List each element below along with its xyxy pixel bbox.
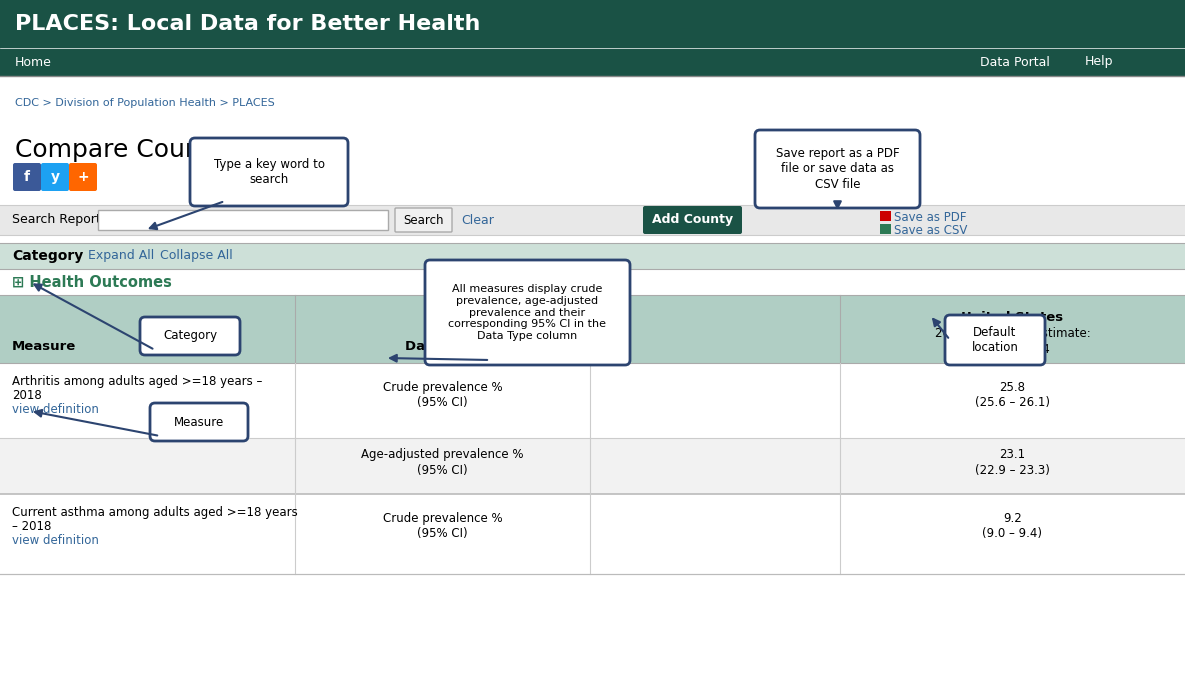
Bar xyxy=(0,48,1185,76)
FancyBboxPatch shape xyxy=(41,163,69,191)
Bar xyxy=(98,210,387,230)
Text: (22.9 – 23.3): (22.9 – 23.3) xyxy=(975,464,1050,477)
Text: Age-adjusted prevalence %: Age-adjusted prevalence % xyxy=(361,448,524,461)
Text: 23.1: 23.1 xyxy=(999,448,1025,461)
Text: Current asthma among adults aged >=18 years: Current asthma among adults aged >=18 ye… xyxy=(12,506,297,519)
Text: view definition: view definition xyxy=(12,534,98,547)
Bar xyxy=(880,224,891,234)
Text: Search Report:: Search Report: xyxy=(12,214,105,227)
Text: CDC > Division of Population Health > PLACES: CDC > Division of Population Health > PL… xyxy=(15,98,275,108)
Text: Category: Category xyxy=(12,249,83,263)
Text: Help: Help xyxy=(1085,56,1114,69)
FancyBboxPatch shape xyxy=(395,208,451,232)
Text: Crude prevalence %: Crude prevalence % xyxy=(383,381,502,394)
FancyBboxPatch shape xyxy=(944,315,1045,365)
Text: ⊞ Health Outcomes: ⊞ Health Outcomes xyxy=(12,275,172,289)
Bar xyxy=(0,363,1185,438)
Text: Type a key word to
search: Type a key word to search xyxy=(213,158,325,186)
Text: 2018: 2018 xyxy=(12,389,41,402)
Bar xyxy=(0,574,1185,687)
FancyBboxPatch shape xyxy=(140,317,241,355)
Text: Add County: Add County xyxy=(652,214,734,227)
Text: 9.2: 9.2 xyxy=(1004,512,1021,525)
Text: Category: Category xyxy=(164,330,217,343)
Text: Save report as a PDF
file or save data as
CSV file: Save report as a PDF file or save data a… xyxy=(776,148,899,190)
FancyBboxPatch shape xyxy=(150,403,248,441)
Text: y: y xyxy=(51,170,59,184)
Text: United States: United States xyxy=(961,311,1064,324)
Bar xyxy=(0,438,1185,494)
Text: Crude prevalence %: Crude prevalence % xyxy=(383,512,502,525)
FancyBboxPatch shape xyxy=(425,260,630,365)
Text: Home: Home xyxy=(15,56,52,69)
FancyBboxPatch shape xyxy=(755,130,920,208)
Bar xyxy=(0,0,1185,48)
Bar xyxy=(0,243,1185,269)
Text: (95% CI): (95% CI) xyxy=(417,527,468,540)
Text: Search: Search xyxy=(403,214,443,227)
Text: 327,167,434: 327,167,434 xyxy=(975,343,1050,356)
Text: Expand All: Expand All xyxy=(88,249,154,262)
Text: Save as CSV: Save as CSV xyxy=(893,224,967,237)
Text: (25.6 – 26.1): (25.6 – 26.1) xyxy=(975,396,1050,409)
Text: Measure: Measure xyxy=(174,416,224,429)
Text: (95% CI): (95% CI) xyxy=(417,464,468,477)
Text: – 2018: – 2018 xyxy=(12,520,51,533)
FancyBboxPatch shape xyxy=(13,163,41,191)
Text: (95% CI): (95% CI) xyxy=(417,396,468,409)
Text: view definition: view definition xyxy=(12,403,98,416)
Text: 2018 Population Estimate:: 2018 Population Estimate: xyxy=(935,327,1090,340)
Text: f: f xyxy=(24,170,30,184)
Text: Arthritis among adults aged >=18 years –: Arthritis among adults aged >=18 years – xyxy=(12,375,262,388)
Text: +: + xyxy=(77,170,89,184)
Text: Default
location: Default location xyxy=(972,326,1018,354)
FancyBboxPatch shape xyxy=(69,163,97,191)
Text: 25.8: 25.8 xyxy=(999,381,1025,394)
Text: PLACES: Local Data for Better Health: PLACES: Local Data for Better Health xyxy=(15,14,480,34)
FancyBboxPatch shape xyxy=(643,206,742,234)
Bar xyxy=(0,269,1185,295)
Bar xyxy=(880,211,891,221)
Text: (9.0 – 9.4): (9.0 – 9.4) xyxy=(982,527,1043,540)
Bar xyxy=(0,205,1185,235)
Text: All measures display crude
prevalence, age-adjusted
prevalence and their
corresp: All measures display crude prevalence, a… xyxy=(448,284,607,341)
Bar xyxy=(0,494,1185,574)
Bar xyxy=(0,295,1185,363)
Text: Clear: Clear xyxy=(461,214,494,227)
Text: Collapse All: Collapse All xyxy=(160,249,232,262)
FancyBboxPatch shape xyxy=(190,138,348,206)
Text: Data Portal: Data Portal xyxy=(980,56,1050,69)
Text: Compare Counties: Compare Counties xyxy=(15,138,246,162)
Text: Save as PDF: Save as PDF xyxy=(893,211,967,224)
Text: Data Type: Data Type xyxy=(405,340,480,353)
Text: Measure: Measure xyxy=(12,340,76,353)
